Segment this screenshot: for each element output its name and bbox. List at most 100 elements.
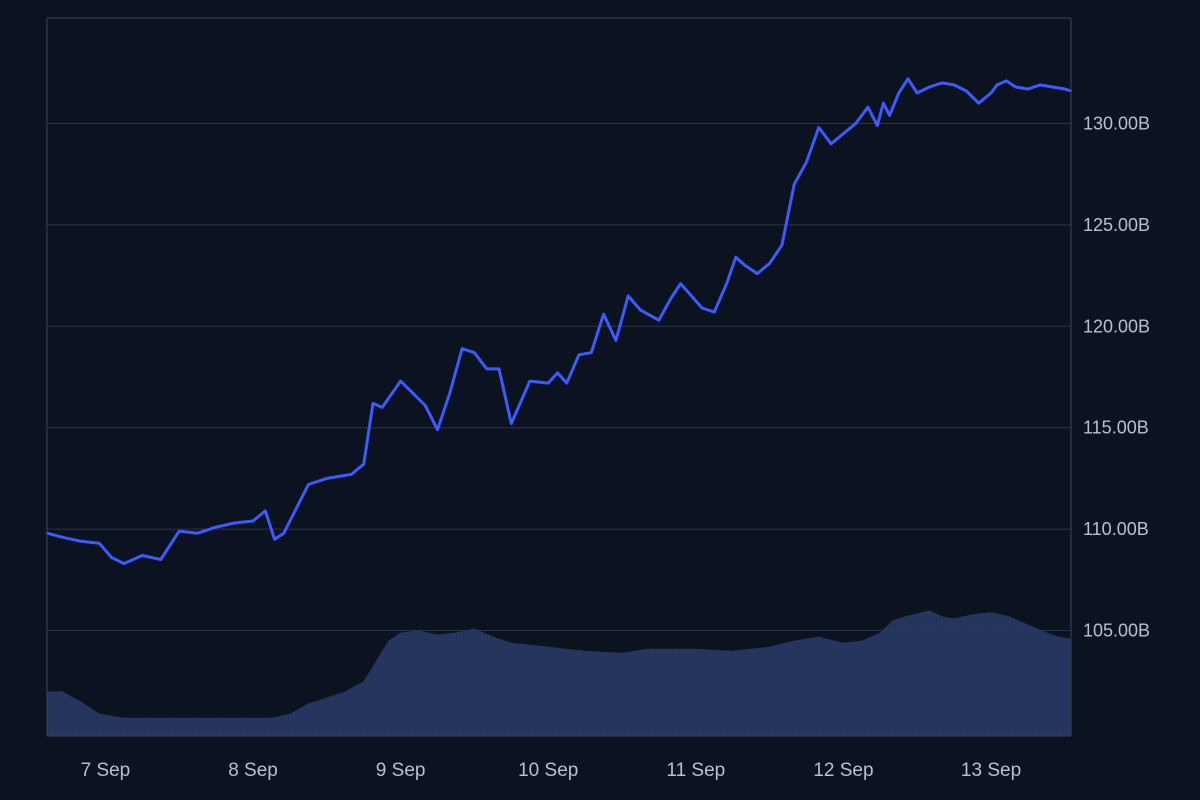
price-point[interactable] [590,351,593,354]
price-point[interactable] [805,160,808,164]
y-axis-tick-labels: 105.00B 110.00B 115.00B 120.00B 125.00B 130.0… [1083,113,1150,640]
price-point[interactable] [273,538,276,541]
price-point[interactable] [196,531,199,535]
price-point[interactable] [497,367,501,371]
x-tick-label: 7 Sep [81,760,131,781]
price-point[interactable] [713,310,716,314]
price-point[interactable] [473,351,476,354]
price-point[interactable] [436,428,439,431]
price-point[interactable] [626,294,630,298]
price-point[interactable] [325,477,329,480]
price-point[interactable] [670,296,673,300]
price-point[interactable] [679,282,682,285]
price-point[interactable] [350,473,353,476]
price-point[interactable] [214,525,218,529]
y-tick-label: 120.00B [1083,316,1150,336]
price-point[interactable] [371,402,375,405]
price-point[interactable] [866,106,870,109]
price-point[interactable] [876,124,879,127]
price-point[interactable] [411,392,415,395]
price-point[interactable] [547,381,550,385]
price-point[interactable] [928,85,931,89]
price-point[interactable] [725,282,728,285]
price-point[interactable] [1005,79,1008,83]
price-point[interactable] [989,91,993,95]
x-tick-label: 8 Sep [228,760,278,781]
price-point[interactable] [995,83,999,87]
price-point[interactable] [1039,83,1042,87]
price-point[interactable] [528,379,531,383]
price-point[interactable] [448,392,452,395]
price-point[interactable] [399,379,402,383]
price-point[interactable] [460,347,464,350]
price-point[interactable] [1026,87,1030,91]
price-point[interactable] [294,507,298,511]
price-point[interactable] [307,483,310,486]
price-point[interactable] [614,339,618,342]
price-point[interactable] [916,91,919,95]
price-point[interactable] [768,262,771,265]
price-point[interactable] [700,306,704,310]
price-point[interactable] [282,531,285,535]
price-point[interactable] [688,292,691,296]
price-point[interactable] [965,89,968,93]
price-point[interactable] [882,101,885,105]
price-point[interactable] [780,243,784,247]
price-point[interactable] [362,463,365,466]
price-point[interactable] [888,114,891,117]
price-point[interactable] [817,126,821,129]
price-point[interactable] [734,256,738,259]
price-point[interactable] [110,556,113,559]
price-point[interactable] [251,519,255,523]
price-point[interactable] [556,371,559,375]
price-point[interactable] [602,312,605,316]
axes [46,17,1072,737]
price-point[interactable] [141,554,144,557]
price-point[interactable] [952,83,956,87]
price-point[interactable] [1063,87,1067,91]
price-point[interactable] [940,81,944,85]
price-point[interactable] [79,540,83,543]
price-point[interactable] [264,509,267,513]
price-point[interactable] [1051,85,1054,89]
x-tick-label: 12 Sep [813,760,873,781]
y-tick-label: 115.00B [1083,418,1149,438]
price-point[interactable] [565,381,568,385]
price-point[interactable] [485,367,488,371]
price-point[interactable] [98,542,101,545]
price-point[interactable] [159,558,162,561]
x-tick-label: 9 Sep [376,760,426,781]
x-tick-label: 13 Sep [961,760,1021,781]
price-point[interactable] [906,77,910,81]
x-axis-tick-labels: 7 Sep 8 Sep 9 Sep 10 Sep 11 Sep 12 Sep 13 Sep [81,760,1022,781]
price-point[interactable] [977,101,980,105]
price-point[interactable] [743,264,747,267]
price-point[interactable] [510,422,513,425]
y-tick-label: 125.00B [1083,215,1150,235]
price-point[interactable] [424,404,427,407]
y-tick-label: 110.00B [1083,519,1149,539]
price-point[interactable] [793,183,796,186]
volume-area [47,610,1071,736]
price-point[interactable] [829,142,833,145]
x-tick-label: 10 Sep [518,760,578,781]
x-tick-label: 11 Sep [666,760,725,781]
price-point[interactable] [657,319,661,322]
y-tick-label: 130.00B [1083,113,1150,133]
price-point[interactable] [233,521,236,525]
price-point[interactable] [337,475,341,478]
price-point[interactable] [897,91,900,95]
price-point[interactable] [854,122,857,125]
price-point[interactable] [178,529,181,533]
price-point[interactable] [122,562,126,565]
price-point[interactable] [1014,85,1017,89]
price-point[interactable] [842,132,845,135]
price-point[interactable] [380,406,384,409]
price-point[interactable] [756,272,759,275]
price-point[interactable] [61,536,64,539]
y-tick-label: 105.00B [1083,621,1150,641]
price-point[interactable] [577,353,581,356]
price-point[interactable] [639,308,642,312]
